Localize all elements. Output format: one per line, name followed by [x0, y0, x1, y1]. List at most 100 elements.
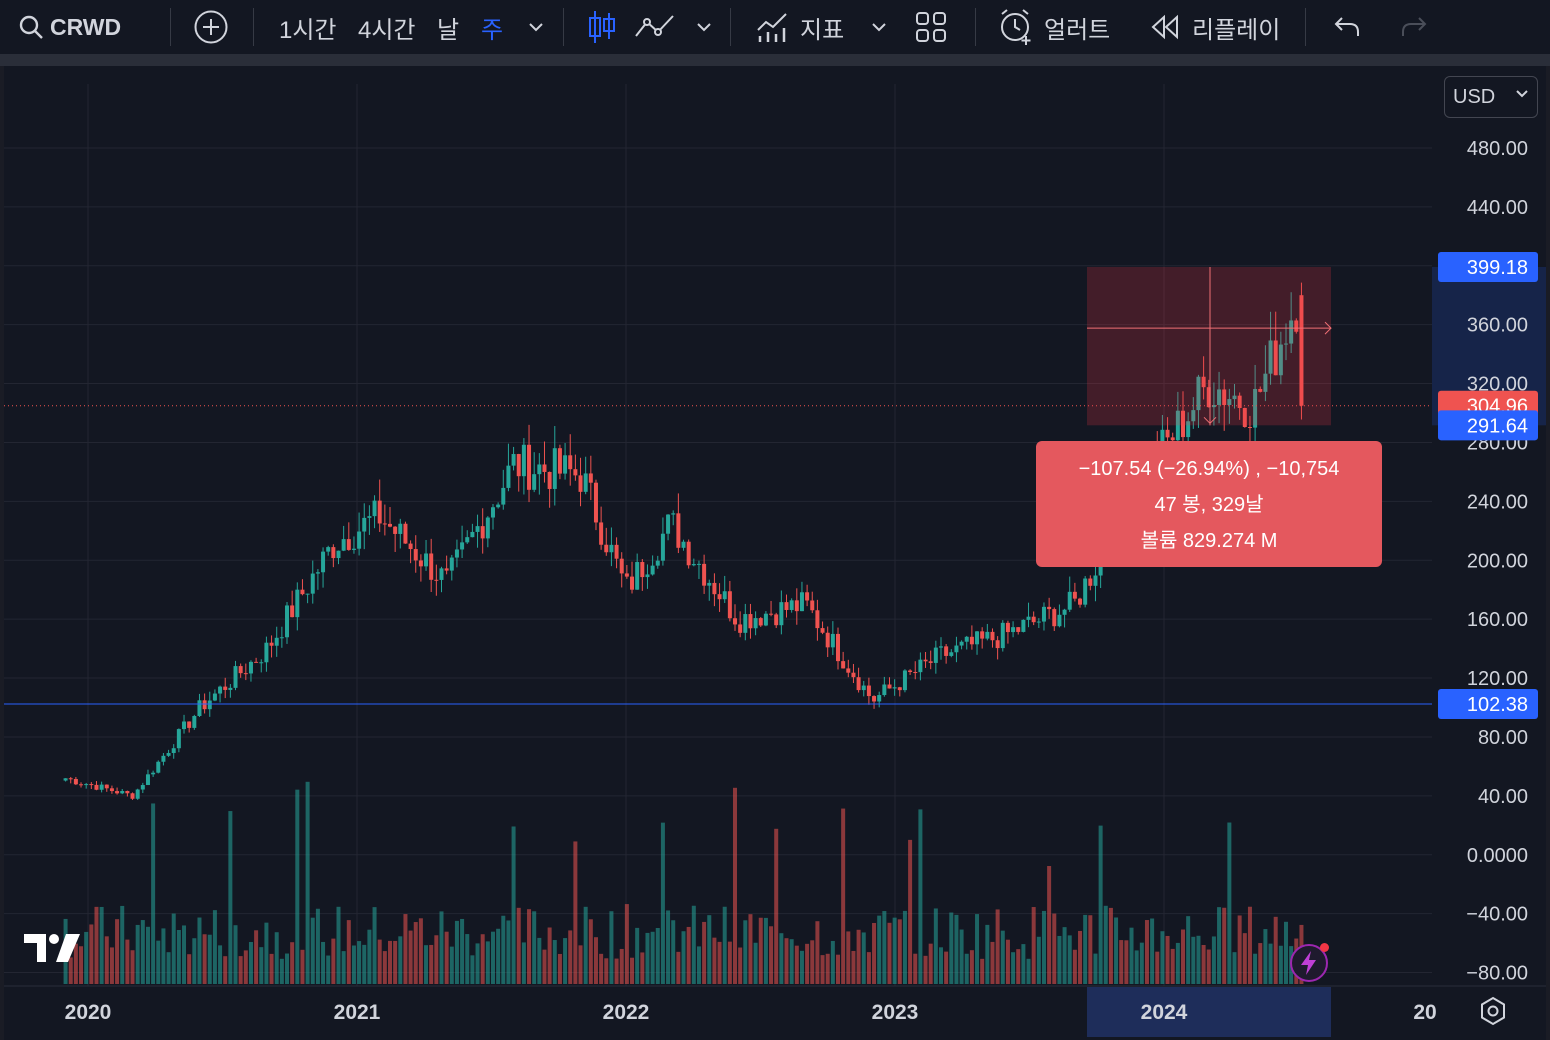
volume-bar: [975, 914, 980, 984]
candle-body: [583, 473, 588, 492]
volume-bar: [928, 943, 933, 984]
candle-body: [676, 513, 681, 548]
volume-bar: [913, 953, 918, 984]
volume-bar: [738, 947, 743, 984]
indicators-dropdown[interactable]: [870, 0, 888, 54]
candle-body: [393, 526, 398, 534]
candle-body: [1093, 575, 1098, 586]
candle-body: [738, 624, 743, 633]
candle-body: [151, 772, 156, 775]
volume-bar: [614, 958, 619, 984]
candle-body: [73, 778, 78, 785]
layout-button[interactable]: [915, 0, 947, 54]
candle-body: [223, 686, 228, 690]
volume-bar: [619, 948, 624, 984]
candle-body: [285, 605, 290, 638]
candle-body: [1268, 340, 1273, 374]
currency-select[interactable]: USD: [1444, 76, 1538, 118]
candle-body: [944, 646, 949, 656]
hline-price-badge: 102.38: [1467, 694, 1528, 716]
volume-bar: [1021, 944, 1026, 984]
candle-body: [1211, 405, 1216, 408]
lightning-button[interactable]: [1290, 943, 1329, 982]
settings-button[interactable]: [1478, 996, 1508, 1031]
tradingview-logo[interactable]: [24, 930, 82, 969]
candle-body: [192, 716, 197, 728]
volume-bar: [794, 945, 799, 984]
candle-body: [964, 636, 969, 642]
volume-bar: [990, 941, 995, 984]
volume-bar: [1206, 949, 1211, 984]
volume-bar: [892, 917, 897, 984]
candle-body: [1072, 591, 1077, 599]
candle-body: [490, 507, 495, 518]
volume-bar: [1036, 936, 1041, 984]
candle-body: [1047, 606, 1052, 610]
volume-bar: [583, 906, 588, 984]
time-axis-highlight: [1087, 987, 1331, 1037]
candle-body: [1041, 606, 1046, 622]
candle-body: [1247, 426, 1252, 428]
volume-bar: [1088, 915, 1093, 984]
volume-bar: [1150, 918, 1155, 984]
candle-body: [161, 755, 166, 762]
line-tools-button[interactable]: [633, 0, 677, 54]
y-tick-label: 160.00: [1467, 609, 1528, 631]
candle-body: [1242, 408, 1247, 427]
volume-bar: [660, 822, 665, 984]
candle-body: [1186, 421, 1191, 438]
volume-bar: [784, 938, 789, 984]
candle-body: [202, 700, 207, 710]
candle-body: [166, 753, 171, 756]
line-tools-dropdown[interactable]: [695, 0, 713, 54]
candle-body: [645, 574, 650, 578]
volume-bar: [1062, 927, 1067, 984]
volume-bar: [753, 942, 758, 984]
redo-button[interactable]: [1400, 0, 1428, 54]
add-symbol-button[interactable]: [193, 0, 229, 54]
volume-bar: [763, 917, 768, 984]
timeframe-1h[interactable]: 1시간: [279, 0, 337, 54]
volume-bar: [810, 940, 815, 984]
alert-button[interactable]: 얼러트: [998, 0, 1110, 54]
x-tick-label: 20: [1413, 1001, 1436, 1024]
volume-bar: [326, 955, 331, 984]
volume-bar: [1031, 907, 1036, 984]
volume-bar: [624, 904, 629, 984]
chevron-down-icon: [1515, 86, 1529, 103]
candle-body: [918, 659, 923, 673]
candle-body: [398, 523, 403, 534]
candle-body: [145, 774, 150, 786]
candle-body: [820, 628, 825, 633]
volume-bar: [84, 931, 89, 984]
volume-bar: [367, 929, 372, 984]
candle-body: [825, 632, 830, 648]
volume-bar: [1247, 906, 1252, 984]
candle-body: [470, 531, 475, 538]
volume-bar: [331, 938, 336, 984]
y-tick-label: 40.00: [1478, 786, 1528, 808]
replay-label: 리플레이: [1192, 16, 1281, 44]
volume-bar: [243, 950, 248, 984]
volume-bar: [460, 918, 465, 984]
timeframe-4h[interactable]: 4시간: [358, 0, 416, 54]
volume-bar: [233, 925, 238, 984]
volume-bar: [969, 950, 974, 984]
volume-bar: [212, 910, 217, 984]
volume-bar: [1078, 930, 1083, 984]
chart-type-candles-button[interactable]: [588, 0, 616, 54]
replay-button[interactable]: 리플레이: [1150, 0, 1280, 54]
timeframe-day[interactable]: 날: [437, 0, 459, 54]
timeframe-week[interactable]: 주: [481, 0, 503, 54]
symbol-search[interactable]: CRWD: [18, 0, 121, 54]
timeframe-dropdown[interactable]: [527, 0, 545, 54]
price-chart[interactable]: 480.00440.00400.00360.00320.00280.00240.…: [4, 66, 1546, 1040]
volume-bar: [357, 941, 362, 984]
volume-bar: [897, 919, 902, 984]
volume-bar: [527, 909, 532, 984]
chevron-down-icon: [527, 18, 545, 36]
undo-button[interactable]: [1333, 0, 1361, 54]
volume-bar: [223, 956, 228, 984]
candle-body: [305, 593, 310, 595]
indicators-button[interactable]: 지표: [756, 0, 844, 54]
